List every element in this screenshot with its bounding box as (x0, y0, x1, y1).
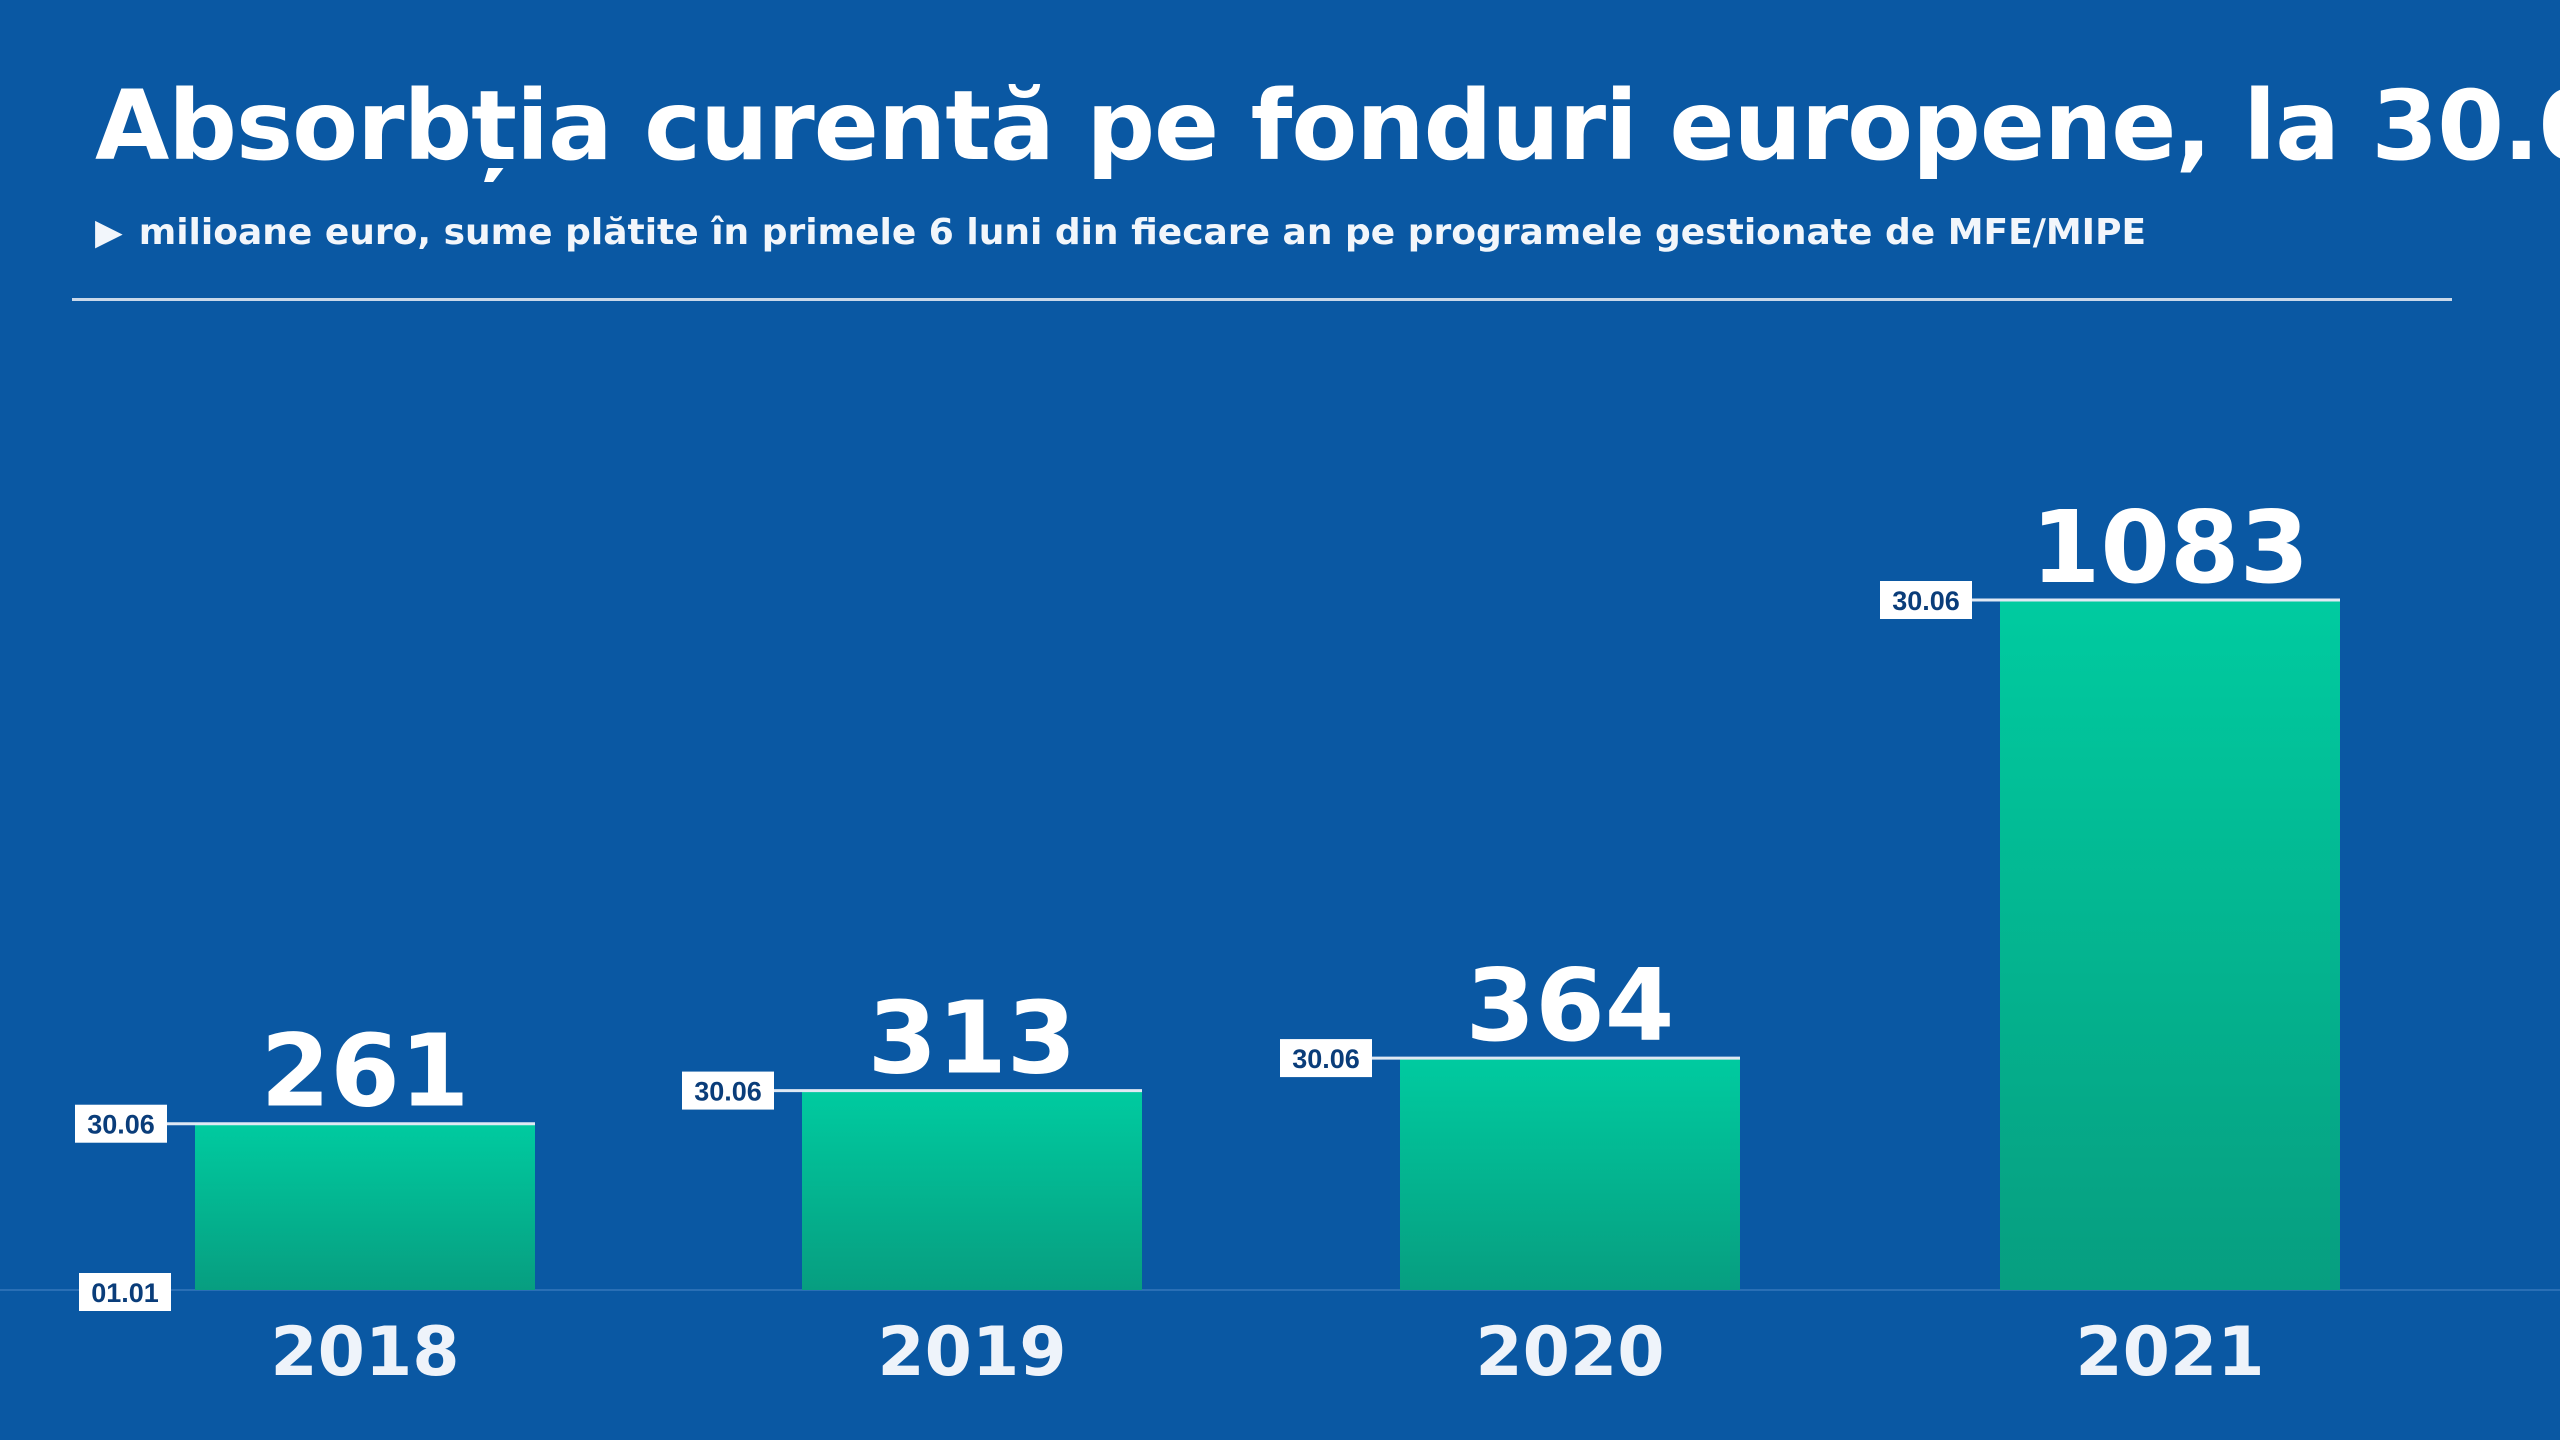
value-label: 313 (868, 980, 1077, 1097)
header-divider (72, 298, 2452, 301)
bar-top-tag-box (75, 1104, 167, 1143)
value-label: 261 (261, 1013, 470, 1130)
subtitle-text: milioane euro, sume plătite în primele 6… (138, 212, 2147, 253)
bar-top-tag-box (1880, 581, 1972, 619)
bar-top-tag-box (1280, 1039, 1372, 1078)
bar-top-tag: 30.06 (87, 1110, 155, 1140)
baseline-tag: 01.01 (91, 1278, 159, 1308)
category-label: 2018 (270, 1313, 459, 1392)
category-label: 2020 (1475, 1313, 1664, 1392)
bar-top-tag: 30.06 (694, 1077, 762, 1107)
bar-top-tag: 30.06 (1292, 1044, 1360, 1074)
bar-2020 (1400, 1058, 1740, 1290)
bar-2021 (2000, 600, 2340, 1290)
value-label: 364 (1466, 947, 1675, 1064)
bar-2019 (802, 1090, 1142, 1290)
bar-top-tag: 30.06 (1892, 586, 1960, 616)
play-arrow-icon: ▶ (95, 212, 123, 253)
bar-top-tag-box (682, 1071, 774, 1110)
baseline-tag-box (79, 1273, 171, 1311)
category-label: 2021 (2075, 1313, 2264, 1392)
chart-subtitle: ▶ milioane euro, sume plătite în primele … (95, 212, 2146, 253)
bar-2018 (195, 1123, 535, 1290)
chart-title: Absorbția curentă pe fonduri europene, l… (95, 70, 2560, 182)
category-label: 2019 (877, 1313, 1066, 1392)
value-label: 1083 (2031, 489, 2309, 606)
